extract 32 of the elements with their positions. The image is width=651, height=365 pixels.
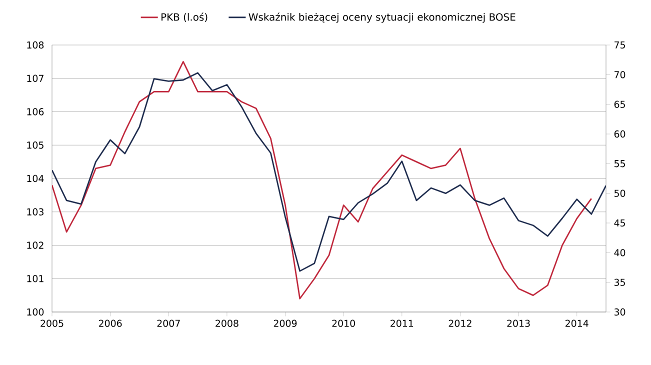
y2-tick-label: 45	[614, 219, 625, 227]
y2-tick-label: 65	[614, 100, 625, 108]
y2-tick-label: 35	[614, 278, 625, 286]
y2-tick-label: 55	[614, 160, 625, 168]
y-tick-label: 107	[27, 74, 44, 82]
x-tick-label: 2013	[507, 320, 530, 327]
y2-tick-label: 70	[614, 71, 626, 78]
y-tick-label: 100	[27, 308, 44, 316]
x-tick-label: 2008	[216, 320, 238, 327]
y-tick-label: 102	[27, 242, 44, 249]
y-tick-label: 103	[27, 208, 44, 216]
y2-tick-label: 60	[614, 130, 626, 138]
x-tick-label: 2006	[98, 320, 122, 327]
y2-tick-label: 30	[614, 308, 626, 316]
x-tick-label: 2007	[157, 320, 180, 327]
y-tick-label: 101	[27, 275, 44, 282]
y2-tick-label: 75	[614, 41, 625, 49]
x-tick-label: 2012	[448, 320, 472, 327]
y2-tick-label: 40	[614, 249, 626, 256]
y-tick-label: 105	[27, 142, 44, 149]
legend-label: Wskaźnik bieżącej oceny sytuacji ekonomicznej BOSE	[248, 12, 516, 23]
line-series	[52, 72, 606, 272]
y-tick-label: 106	[27, 108, 44, 116]
x-tick-label: 2014	[565, 320, 588, 327]
x-tick-label: 2009	[274, 320, 297, 327]
legend-label: PKB (l.oś)	[162, 12, 208, 22]
y2-tick-label: 50	[614, 190, 626, 197]
x-tick-label: 2010	[332, 320, 355, 327]
y-tick-label: 108	[27, 41, 44, 49]
x-tick-label: 2005	[40, 320, 64, 327]
y-tick-label: 104	[27, 174, 44, 182]
x-tick-label: 2011	[390, 320, 414, 327]
